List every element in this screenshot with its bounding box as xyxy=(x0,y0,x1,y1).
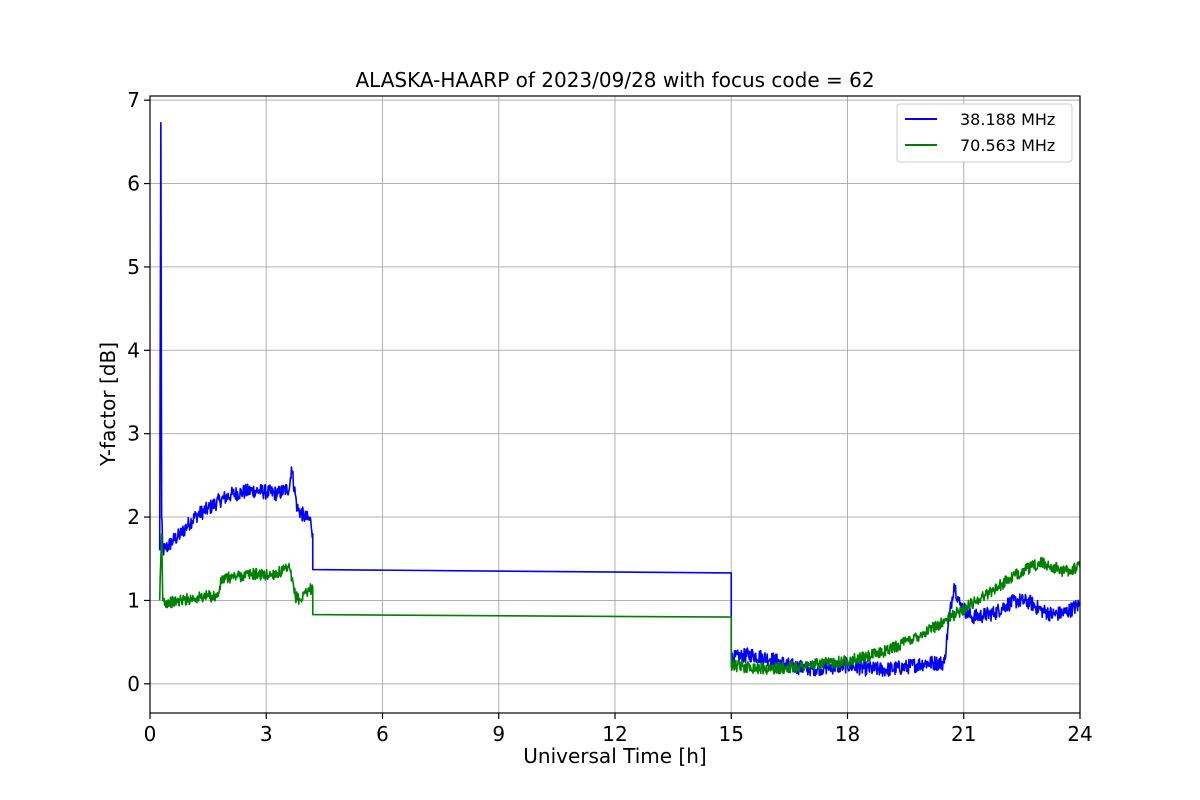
x-tick-label: 3 xyxy=(260,722,273,746)
legend: 38.188 MHz 70.563 MHz xyxy=(896,103,1073,163)
y-tick-label: 5 xyxy=(127,255,140,279)
x-tick-label: 0 xyxy=(144,722,157,746)
y-tick-label: 7 xyxy=(127,88,140,112)
x-tick-label: 15 xyxy=(719,722,744,746)
y-tick-label: 6 xyxy=(127,172,140,196)
series-line-1 xyxy=(158,532,1081,675)
x-tick-label: 21 xyxy=(951,722,976,746)
x-tick-label: 18 xyxy=(835,722,860,746)
y-tick-label: 3 xyxy=(127,422,140,446)
x-tick-label: 9 xyxy=(492,722,505,746)
y-tick-label: 2 xyxy=(127,505,140,529)
y-tick-label: 1 xyxy=(127,588,140,612)
series-line-0 xyxy=(158,121,1081,677)
y-axis-label: Y-factor [dB] xyxy=(96,342,120,467)
x-tick-label: 12 xyxy=(602,722,627,746)
legend-box xyxy=(896,103,1073,163)
legend-label-38mhz: 38.188 MHz xyxy=(960,110,1055,129)
chart-title: ALASKA-HAARP of 2023/09/28 with focus co… xyxy=(355,68,874,92)
y-tick-label: 4 xyxy=(127,338,140,362)
x-tick-label: 24 xyxy=(1067,722,1092,746)
y-tick-label: 0 xyxy=(127,672,140,696)
legend-label-70mhz: 70.563 MHz xyxy=(960,136,1055,155)
x-axis-label: Universal Time [h] xyxy=(523,744,706,768)
series-layer xyxy=(158,121,1081,677)
x-tick-label: 6 xyxy=(376,722,389,746)
